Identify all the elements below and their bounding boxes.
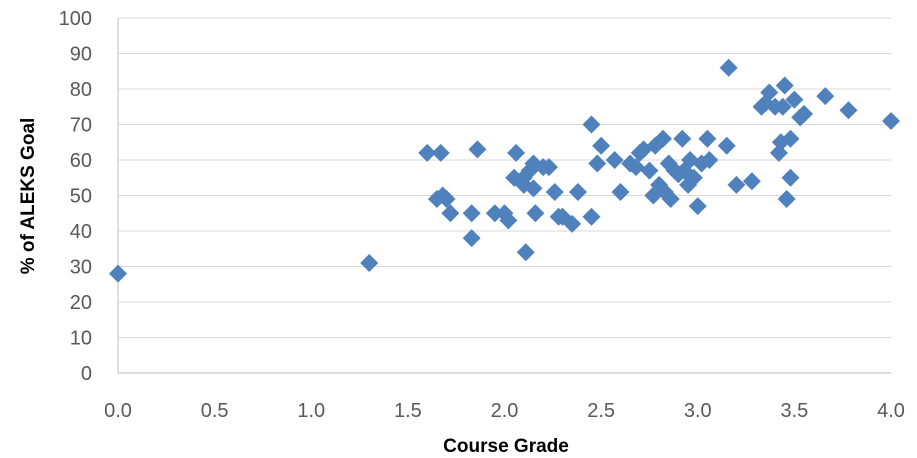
data-point bbox=[839, 101, 858, 120]
data-point bbox=[582, 115, 601, 134]
data-point bbox=[717, 136, 736, 155]
data-point bbox=[775, 76, 794, 95]
data-point bbox=[781, 168, 800, 187]
x-tick-label: 3.5 bbox=[780, 400, 808, 422]
x-tick-label: 1.5 bbox=[394, 400, 422, 422]
data-points bbox=[109, 58, 900, 283]
data-point bbox=[626, 158, 645, 177]
data-point bbox=[109, 264, 127, 283]
data-point bbox=[781, 129, 800, 148]
y-tick-label: 50 bbox=[70, 186, 92, 208]
data-point bbox=[485, 204, 504, 223]
data-point bbox=[563, 214, 582, 233]
x-tick-label: 0.0 bbox=[104, 400, 132, 422]
data-point bbox=[462, 229, 481, 248]
y-axis-title: % of ALEKS Goal bbox=[18, 118, 39, 275]
data-point bbox=[468, 140, 487, 159]
data-point bbox=[688, 197, 707, 216]
data-point bbox=[742, 172, 761, 191]
y-tick-label: 20 bbox=[70, 292, 92, 314]
y-tick-label: 10 bbox=[70, 328, 92, 350]
data-point bbox=[524, 179, 543, 198]
y-tick-label: 80 bbox=[70, 79, 92, 101]
data-point bbox=[653, 129, 672, 148]
x-tick-label: 4.0 bbox=[877, 400, 905, 422]
data-point bbox=[698, 129, 717, 148]
y-tick-label: 90 bbox=[70, 44, 92, 66]
x-tick-label: 2.0 bbox=[491, 400, 519, 422]
data-point bbox=[727, 175, 746, 194]
data-point bbox=[441, 204, 460, 223]
data-point bbox=[700, 151, 719, 169]
data-point bbox=[507, 143, 526, 162]
data-point bbox=[816, 87, 835, 106]
data-point bbox=[684, 168, 703, 187]
data-point bbox=[795, 104, 814, 123]
x-tick-label: 1.0 bbox=[297, 400, 325, 422]
data-point bbox=[437, 190, 456, 209]
x-axis-title: Course Grade bbox=[443, 436, 569, 457]
data-point bbox=[773, 97, 792, 116]
gridlines bbox=[117, 17, 891, 374]
data-point bbox=[760, 83, 779, 102]
data-point bbox=[545, 182, 564, 201]
data-point bbox=[605, 151, 624, 169]
y-tick-label: 0 bbox=[81, 363, 92, 385]
x-tick-label: 3.0 bbox=[684, 400, 712, 422]
data-point bbox=[719, 58, 738, 77]
data-point bbox=[611, 182, 630, 201]
x-tick-label: 0.5 bbox=[201, 400, 229, 422]
data-point bbox=[360, 253, 379, 272]
data-point bbox=[640, 161, 659, 180]
data-point bbox=[582, 207, 601, 226]
data-point bbox=[661, 190, 680, 209]
data-point bbox=[882, 111, 900, 130]
data-point bbox=[499, 211, 518, 230]
data-point bbox=[592, 136, 611, 155]
data-point bbox=[431, 143, 450, 162]
data-point bbox=[568, 182, 587, 201]
data-point bbox=[526, 204, 545, 223]
x-axis-ticks: 0.0 0.5 1.0 1.5 2.0 2.5 3.0 3.5 4.0 bbox=[104, 400, 905, 422]
data-point bbox=[516, 243, 535, 262]
data-point bbox=[418, 143, 437, 162]
data-point bbox=[777, 190, 796, 209]
y-tick-label: 40 bbox=[70, 221, 92, 243]
x-tick-label: 2.5 bbox=[587, 400, 615, 422]
y-tick-label: 30 bbox=[70, 257, 92, 279]
y-tick-label: 60 bbox=[70, 150, 92, 172]
data-point bbox=[539, 158, 558, 177]
y-axis-ticks: 0 10 20 30 40 50 60 70 80 90 100 bbox=[59, 8, 92, 385]
data-point bbox=[462, 204, 481, 223]
data-point bbox=[785, 90, 804, 109]
data-point bbox=[673, 129, 692, 148]
y-tick-label: 100 bbox=[59, 8, 92, 30]
data-point bbox=[588, 154, 607, 173]
y-tick-label: 70 bbox=[70, 115, 92, 137]
